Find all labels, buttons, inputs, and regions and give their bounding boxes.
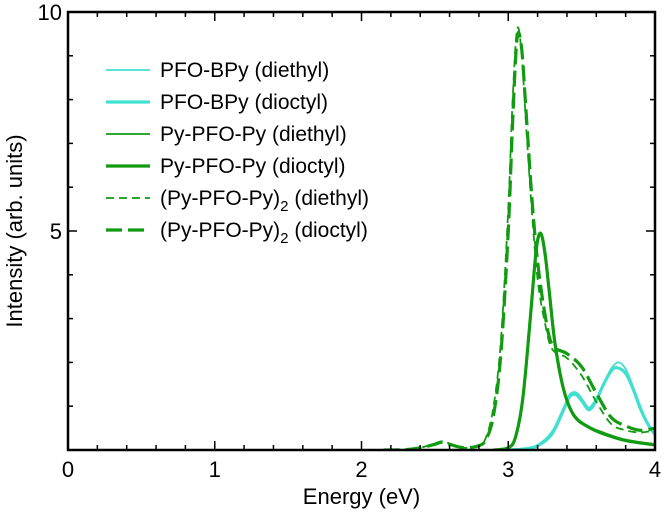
y-tick-label: 5 <box>50 219 62 244</box>
legend-label-6: (Py-PFO-Py)2 (dioctyl) <box>160 219 368 247</box>
series-layer <box>383 26 655 450</box>
x-tick-label: 2 <box>355 457 367 482</box>
legend-label-4: Py-PFO-Py (dioctyl) <box>160 155 346 178</box>
y-axis-title: Intensity (arb. units) <box>2 134 27 327</box>
legend-label-5: (Py-PFO-Py)2 (diethyl) <box>160 187 369 215</box>
x-tick-label: 1 <box>209 457 221 482</box>
tick-labels-layer: 0 1 2 3 4 5 10 <box>38 0 662 482</box>
legend-label-3: Py-PFO-Py (diethyl) <box>160 123 347 146</box>
x-tick-label: 0 <box>62 457 74 482</box>
legend: PFO-BPy (diethyl) PFO-BPy (dioctyl) Py-PFO… <box>106 59 369 247</box>
y-tick-label: 10 <box>38 0 62 25</box>
x-tick-label: 3 <box>502 457 514 482</box>
series-line-2 <box>508 365 655 450</box>
series-line-6 <box>383 30 655 450</box>
x-axis-title: Energy (eV) <box>303 484 420 509</box>
x-tick-label: 4 <box>649 457 661 482</box>
legend-label-2: PFO-BPy (dioctyl) <box>160 91 328 114</box>
series-line-5 <box>383 26 655 450</box>
ticks-layer <box>67 11 656 451</box>
series-line-4 <box>493 231 655 450</box>
legend-label-1: PFO-BPy (diethyl) <box>160 59 329 82</box>
